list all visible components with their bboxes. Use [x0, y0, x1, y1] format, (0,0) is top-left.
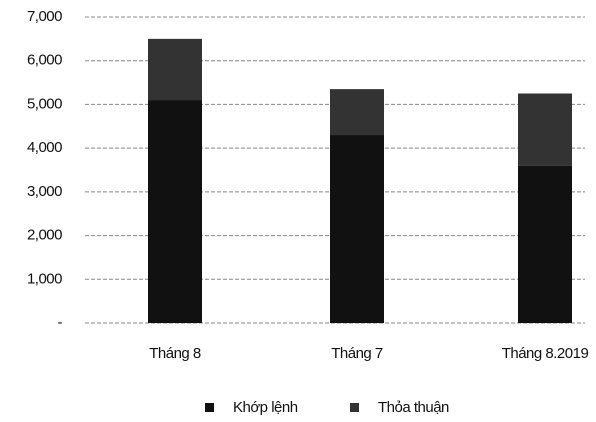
y-tick-label: 7,000 — [27, 8, 62, 25]
bar-segment — [518, 165, 572, 323]
bar-segment — [148, 100, 202, 323]
x-tick-label: Tháng 8.2019 — [502, 345, 589, 362]
y-tick-label: 4,000 — [27, 139, 62, 156]
legend-swatch — [205, 403, 214, 412]
x-tick-label: Tháng 8 — [149, 345, 201, 362]
y-tick-label: 6,000 — [27, 52, 62, 69]
legend-swatch — [350, 403, 359, 412]
y-tick-label: 2,000 — [27, 227, 62, 244]
bar-segment — [148, 38, 202, 101]
x-tick-label: Tháng 7 — [331, 345, 383, 362]
bar-segment — [330, 135, 384, 323]
y-tick-label: 5,000 — [27, 95, 62, 112]
bar-segment — [518, 93, 572, 166]
bar-segment — [330, 89, 384, 136]
y-tick-label: - — [58, 314, 63, 331]
legend-label: Khớp lệnh — [233, 399, 298, 416]
legend-label: Thỏa thuận — [378, 399, 449, 416]
y-tick-label: 3,000 — [27, 183, 62, 200]
y-tick-label: 1,000 — [27, 270, 62, 287]
